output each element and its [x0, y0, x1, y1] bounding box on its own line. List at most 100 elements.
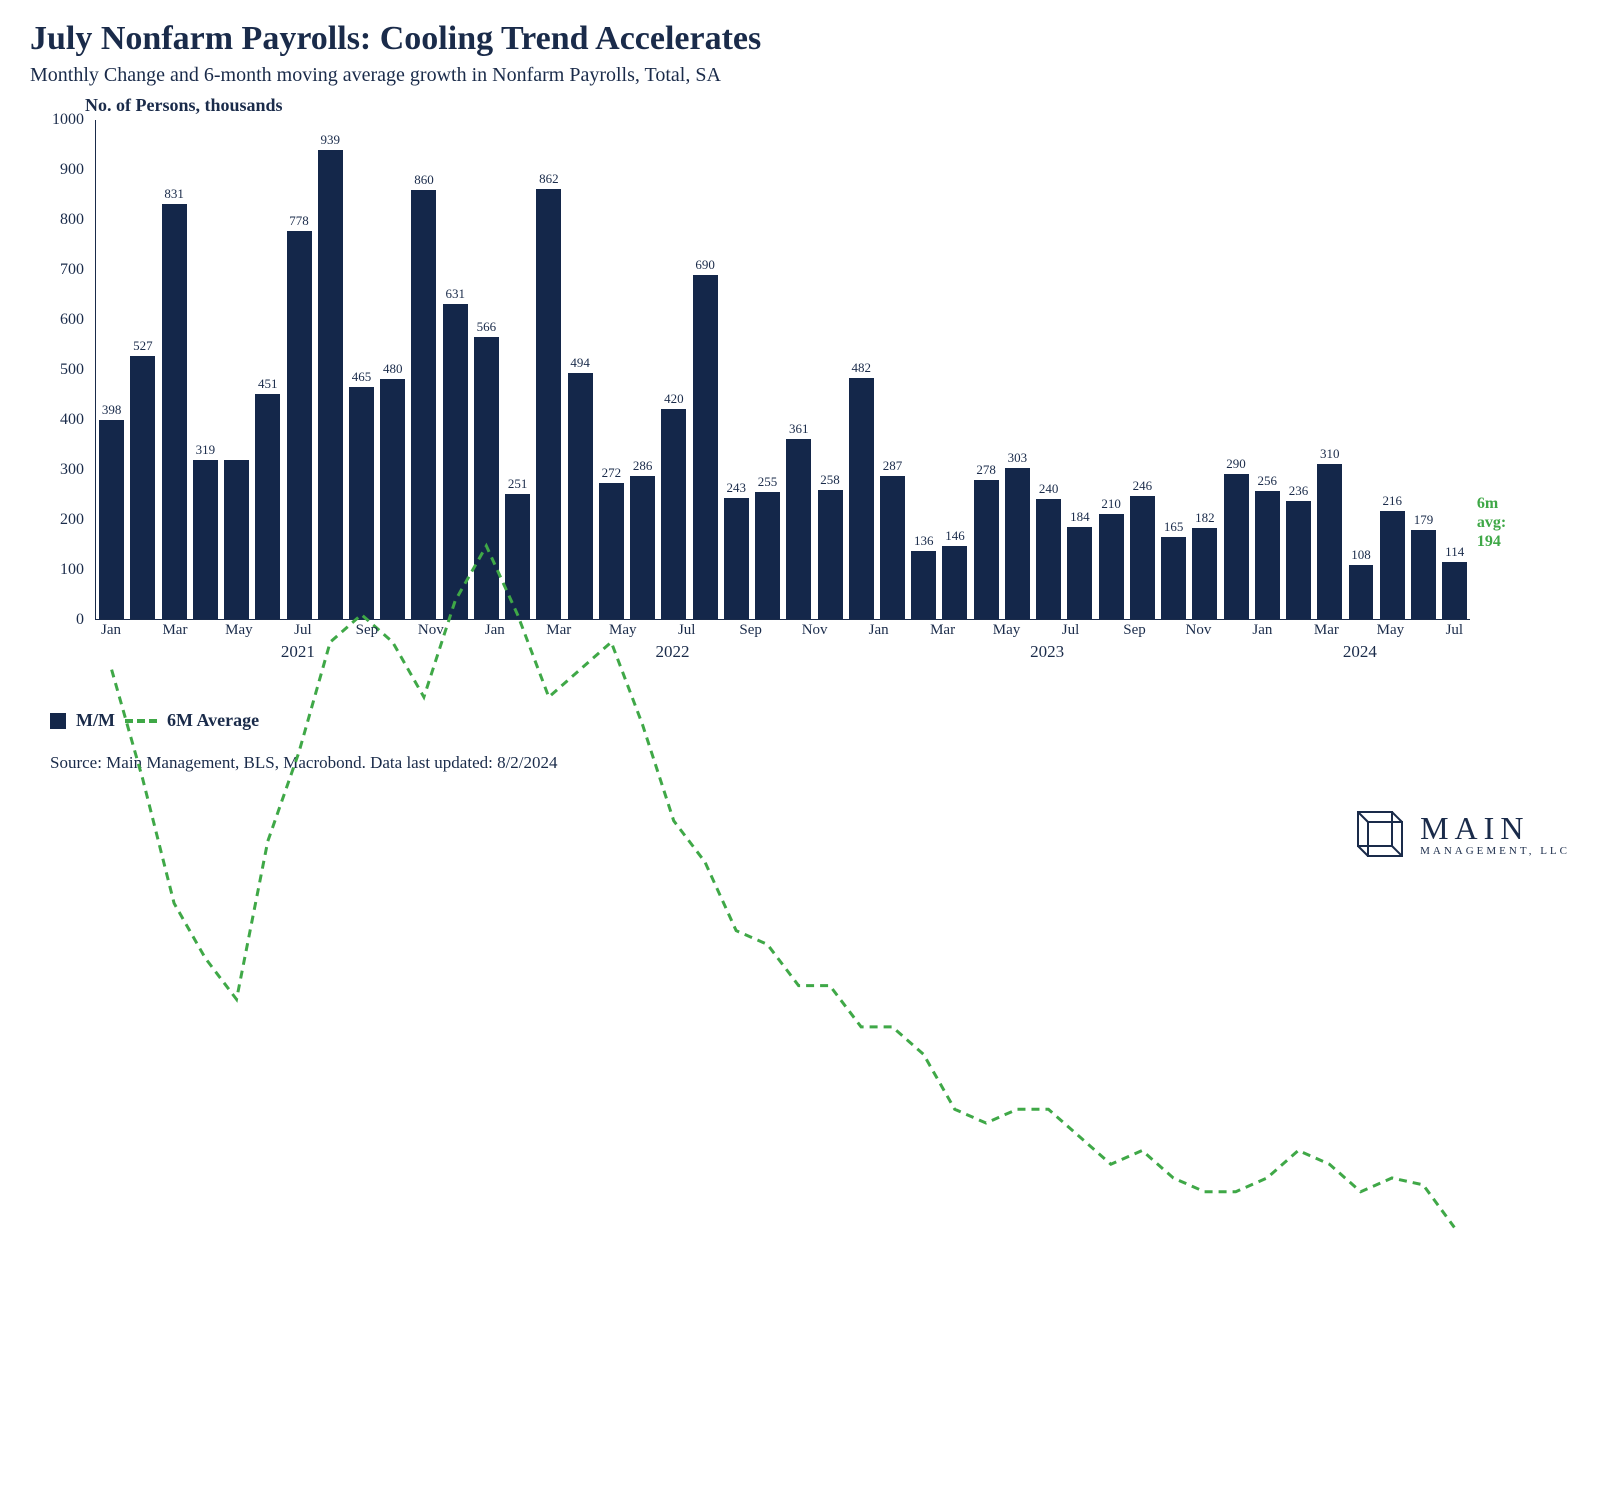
bar-slot: 182: [1189, 120, 1220, 619]
x-tick-year: [346, 642, 377, 662]
x-axis: JanMarMayJulSepNovJanMarMayJulSepNovJanM…: [95, 620, 1470, 660]
x-tick-month: Mar: [927, 622, 959, 639]
bar: 465: [349, 387, 374, 619]
x-tick-year: [157, 642, 188, 662]
bar: 494: [568, 373, 593, 620]
bar: 860: [411, 190, 436, 619]
bar: 236: [1286, 501, 1311, 619]
x-tick-year: 2021: [281, 642, 315, 662]
y-tick: 800: [60, 211, 84, 229]
chart-subtitle: Monthly Change and 6-month moving averag…: [30, 64, 1570, 87]
bar: 108: [1349, 565, 1374, 619]
bar: 240: [1036, 499, 1061, 619]
x-tick-month: [1406, 622, 1438, 639]
bar-value-label: 860: [414, 172, 434, 188]
x-tick-year: [594, 642, 625, 662]
bar: 862: [536, 189, 561, 619]
x-axis-years: 2021202220232024: [95, 642, 1470, 662]
source-text: Source: Main Management, BLS, Macrobond.…: [50, 753, 1570, 773]
x-tick-month: Jan: [1246, 622, 1278, 639]
x-tick-month: [383, 622, 415, 639]
x-tick-month: [255, 622, 287, 639]
bar: 216: [1380, 511, 1405, 619]
brand-logo: MAIN MANAGEMENT, LLC: [1354, 808, 1570, 860]
bar-value-label: 527: [133, 338, 153, 354]
bar-slot: 114: [1439, 120, 1470, 619]
bar: 256: [1255, 491, 1280, 619]
bar-slot: 136: [908, 120, 939, 619]
y-tick: 900: [60, 161, 84, 179]
x-tick-year: [188, 642, 219, 662]
bar-value-label: 287: [883, 458, 903, 474]
bar-slot: 165: [1158, 120, 1189, 619]
chart-title: July Nonfarm Payrolls: Cooling Trend Acc…: [30, 20, 1570, 58]
legend-line-swatch: [125, 719, 157, 723]
x-tick-year: [1064, 642, 1095, 662]
x-tick-year: 2024: [1343, 642, 1377, 662]
bar-value-label: 319: [196, 442, 216, 458]
x-tick-year: [937, 642, 968, 662]
bar-slot: 494: [565, 120, 596, 619]
x-tick-year: [470, 642, 501, 662]
x-tick-month: May: [991, 622, 1023, 639]
bar-slot: 210: [1096, 120, 1127, 619]
bar-slot: 184: [1064, 120, 1095, 619]
bar-value-label: 182: [1195, 510, 1215, 526]
x-tick-year: [1095, 642, 1126, 662]
x-tick-month: [1087, 622, 1119, 639]
bar-value-label: 420: [664, 391, 684, 407]
bar-value-label: 184: [1070, 509, 1090, 525]
bar-slot: 451: [252, 120, 283, 619]
y-axis-label: No. of Persons, thousands: [85, 95, 1570, 116]
bar: [224, 460, 249, 619]
logo-text-main: MAIN: [1420, 812, 1570, 844]
bar: 243: [724, 498, 749, 619]
x-tick-year: [999, 642, 1030, 662]
x-tick-year: [689, 642, 720, 662]
bar-value-label: 290: [1226, 456, 1246, 472]
bar-slot: 108: [1345, 120, 1376, 619]
x-tick-year: [844, 642, 875, 662]
legend-bar-label: M/M: [76, 710, 115, 731]
bar-value-label: 258: [820, 472, 840, 488]
bar: 303: [1005, 468, 1030, 619]
bar: 690: [693, 275, 718, 619]
bar-value-label: 690: [695, 257, 715, 273]
x-tick-month: [959, 622, 991, 639]
x-tick-month: May: [607, 622, 639, 639]
x-tick-year: [532, 642, 563, 662]
y-tick: 700: [60, 261, 84, 279]
x-tick-month: [127, 622, 159, 639]
bar: 136: [911, 551, 936, 619]
x-tick-month: Sep: [351, 622, 383, 639]
bar-value-label: 136: [914, 533, 934, 549]
bar-value-label: 939: [321, 132, 341, 148]
bar: 778: [287, 231, 312, 619]
bar-value-label: 251: [508, 476, 528, 492]
x-tick-month: Nov: [799, 622, 831, 639]
bar-slot: [221, 120, 252, 619]
x-tick-year: [906, 642, 937, 662]
bar-value-label: 243: [727, 480, 747, 496]
legend-line-label: 6M Average: [167, 710, 259, 731]
bar-slot: 398: [96, 120, 127, 619]
x-tick-month: [1023, 622, 1055, 639]
bar-slot: 310: [1314, 120, 1345, 619]
x-tick-month: Sep: [735, 622, 767, 639]
bar-slot: 361: [783, 120, 814, 619]
y-tick: 1000: [52, 111, 84, 129]
bar: 398: [99, 420, 124, 619]
bar-value-label: 255: [758, 474, 778, 490]
x-tick-year: [126, 642, 157, 662]
bar-slot: 778: [283, 120, 314, 619]
y-tick: 200: [60, 511, 84, 529]
x-tick-month: [1150, 622, 1182, 639]
x-tick-year: [377, 642, 408, 662]
x-tick-month: [703, 622, 735, 639]
bar-value-label: 240: [1039, 481, 1059, 497]
bar-value-label: 398: [102, 402, 122, 418]
x-tick-year: [751, 642, 782, 662]
bar: 165: [1161, 537, 1186, 619]
y-tick: 500: [60, 361, 84, 379]
x-tick-month: [447, 622, 479, 639]
